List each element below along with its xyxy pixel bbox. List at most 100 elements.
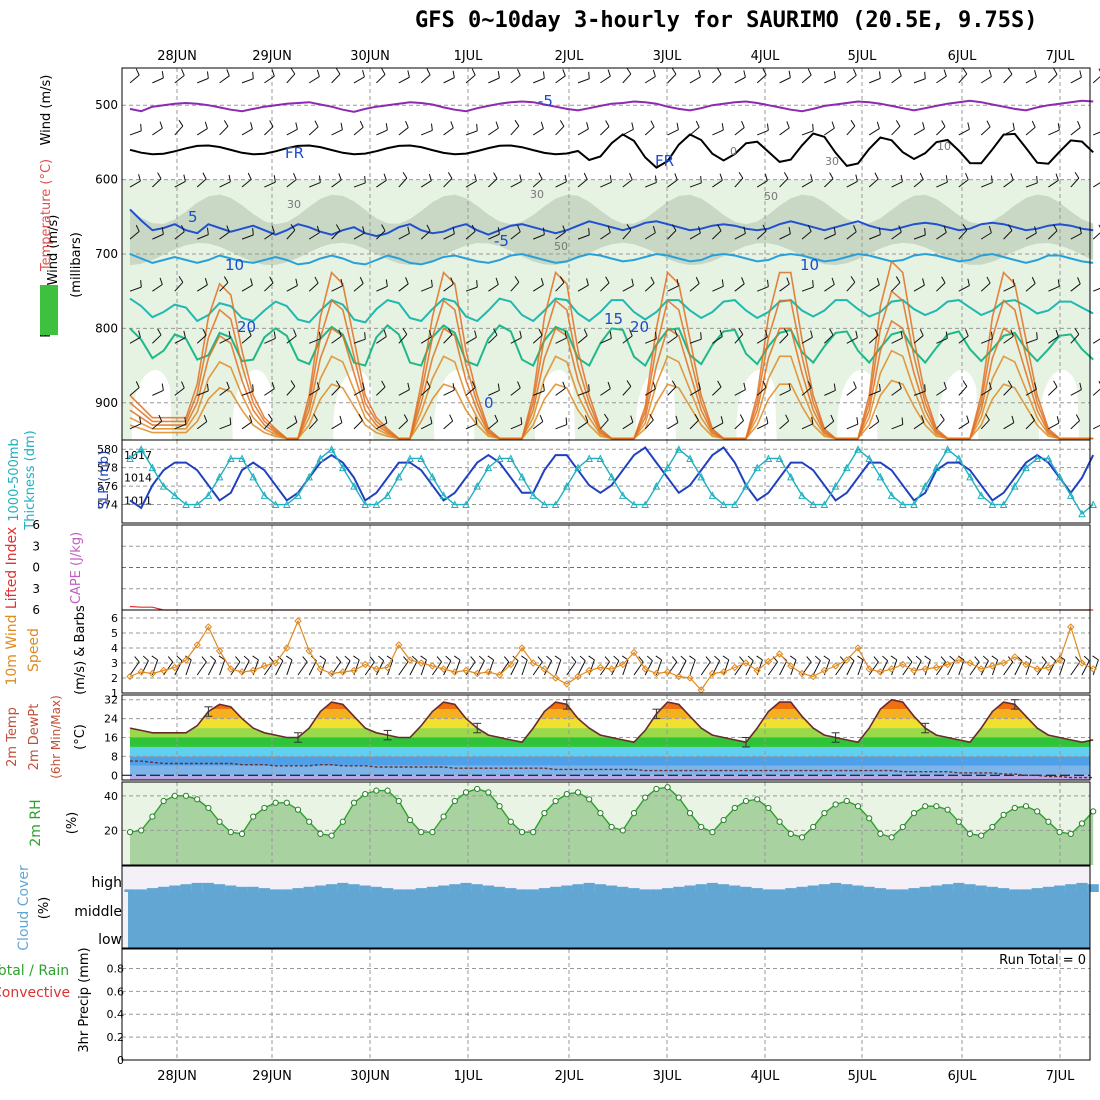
wind-barb	[532, 334, 543, 344]
wind-barb-flag	[1074, 171, 1080, 179]
wind-barb	[443, 420, 453, 430]
wind-barb	[152, 390, 164, 396]
rh-marker	[619, 827, 626, 834]
y-tick-label: 40	[104, 790, 118, 803]
contour-label: 20	[630, 318, 649, 336]
wind-barb-flag	[695, 276, 700, 284]
wind-barb-flag	[542, 71, 545, 79]
wind-speed-marker	[943, 660, 952, 669]
wind-barb	[533, 390, 545, 396]
wind-barb	[712, 422, 724, 430]
y-tick-label: 20	[104, 824, 118, 837]
wind-barb-flag	[335, 380, 341, 387]
wind-barb	[689, 76, 701, 84]
wind-barb	[868, 178, 879, 188]
wind-barb-flag	[206, 383, 209, 391]
wind-barb-flag	[450, 121, 454, 129]
wind-barb	[331, 335, 342, 344]
wind-barb-flag	[1057, 279, 1060, 287]
y-tick-label: 578	[97, 462, 118, 475]
wind-barb	[398, 76, 410, 84]
wind-barb	[543, 660, 553, 676]
wind-barb	[913, 178, 924, 188]
wind-speed-marker	[182, 656, 190, 664]
wind-barb	[286, 229, 296, 240]
wind-speed-marker	[1055, 656, 1064, 664]
wind-barb-flag	[922, 122, 925, 130]
thickness-marker	[854, 445, 862, 453]
wind-barb-flag	[694, 414, 699, 421]
cloud-high-bar	[359, 885, 371, 892]
wind-barb-flag	[924, 655, 931, 661]
wind-barb	[655, 659, 663, 676]
wind-barb-flag	[829, 172, 834, 179]
wind-barb	[376, 422, 388, 430]
thickness-marker	[887, 491, 896, 499]
wind-barb-flag	[719, 173, 723, 181]
thickness-marker	[641, 500, 650, 509]
thickness-marker	[495, 454, 504, 462]
cloud-high-bar	[124, 889, 136, 892]
y-axis-label: (%)	[65, 812, 80, 835]
wind-barb-flag	[316, 225, 320, 233]
wind-barb-flag	[474, 174, 477, 182]
y-tick-label: 6	[32, 518, 40, 532]
wind-barb	[913, 390, 926, 396]
wind-speed-marker	[171, 663, 179, 672]
wind-barb	[196, 661, 207, 676]
wind-speed-marker	[1044, 663, 1053, 672]
wind-barb	[196, 178, 207, 188]
wind-speed-marker	[294, 617, 302, 625]
cloud-high-bar	[583, 882, 595, 892]
wind-barb	[375, 660, 385, 676]
wind-barb	[756, 180, 768, 188]
rh-marker	[1056, 829, 1063, 836]
wind-barb-flag	[176, 655, 183, 662]
y-tick-label: 3	[111, 657, 118, 670]
rh-marker	[787, 830, 794, 837]
wind-speed-marker	[159, 666, 168, 675]
wind-barb-flag	[829, 328, 834, 336]
wind-barb	[196, 334, 207, 344]
wind-barb-flag	[924, 227, 926, 236]
wind-barb-flag	[340, 278, 343, 287]
rh-marker	[922, 803, 929, 810]
wind-speed-marker	[1067, 623, 1075, 631]
wind-barb-flag	[586, 278, 589, 286]
wind-barb	[891, 282, 901, 292]
wind-barb	[779, 77, 791, 84]
wind-barb-flag	[940, 656, 946, 663]
wind-barb	[812, 660, 821, 676]
wind-speed-marker	[529, 659, 537, 667]
wind-barb-flag	[402, 328, 408, 335]
wind-barb-flag	[273, 331, 276, 339]
wind-barb-flag	[876, 121, 880, 129]
wind-barb-flag	[671, 224, 677, 231]
wind-barb	[264, 337, 276, 344]
wind-speed-marker	[585, 666, 593, 675]
x-tick-label-top: 6JUL	[948, 49, 978, 64]
wind-barb-flag	[493, 328, 498, 336]
wind-barb	[308, 126, 319, 136]
wind-barb	[869, 234, 881, 240]
isotherm-line	[129, 99, 1094, 113]
wind-barb-flag	[318, 175, 321, 183]
wind-barb-flag	[814, 655, 821, 662]
rh-marker	[944, 806, 951, 813]
y-tick-label: 0	[117, 1054, 124, 1067]
wind-barb-flag	[986, 120, 991, 128]
rh-marker	[451, 797, 458, 805]
wind-barb	[566, 661, 577, 676]
wind-barb-flag	[630, 415, 634, 423]
wind-barb	[309, 182, 321, 188]
rh-marker	[955, 818, 962, 825]
wind-barb-flag	[674, 173, 678, 181]
wind-barb	[689, 388, 701, 396]
thickness-marker	[574, 463, 582, 472]
wind-barb-flag	[743, 70, 746, 78]
wind-barb-flag	[407, 382, 410, 390]
wind-barb	[510, 281, 520, 292]
wind-barb-flag	[223, 120, 229, 127]
wind-barb-flag	[1034, 226, 1037, 234]
wind-barb	[734, 283, 745, 292]
